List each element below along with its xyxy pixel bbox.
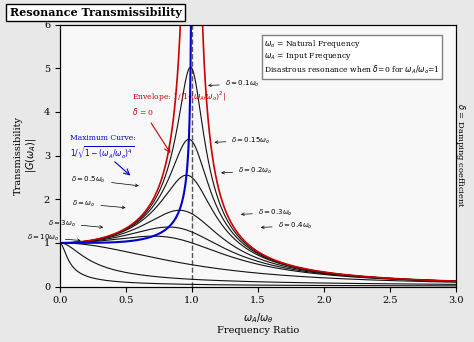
Text: $\delta = 0.4\omega_o$: $\delta = 0.4\omega_o$ <box>262 221 312 231</box>
Text: $\delta = 3\omega_o$: $\delta = 3\omega_o$ <box>48 219 102 229</box>
Text: $\omega_o$ = Natural Frequency
$\omega_A$ = Input Frequency
Disastrous resonance: $\omega_o$ = Natural Frequency $\omega_A… <box>264 38 440 76</box>
Text: Envelope: 1/|1-($\omega_A/\omega_o$)$^2$|
$\delta$ = 0: Envelope: 1/|1-($\omega_A/\omega_o$)$^2$… <box>132 90 227 117</box>
Text: $\delta = 10\omega_o$: $\delta = 10\omega_o$ <box>27 233 80 242</box>
Text: $\delta = 0.1\omega_o$: $\delta = 0.1\omega_o$ <box>209 79 259 89</box>
Text: Resonance Transmissibility: Resonance Transmissibility <box>9 7 182 18</box>
Text: $\delta = 0.5\omega_o$: $\delta = 0.5\omega_o$ <box>72 175 138 187</box>
Text: $\delta = \omega_o$: $\delta = \omega_o$ <box>72 199 125 209</box>
Text: Maximum Curve:
$1/\sqrt{1-(\omega_A/\omega_o)^4}$: Maximum Curve: $1/\sqrt{1-(\omega_A/\ome… <box>70 134 136 161</box>
Y-axis label: $\delta$ = Damping coefficient: $\delta$ = Damping coefficient <box>454 103 467 208</box>
Text: $\delta = 0.3\omega_o$: $\delta = 0.3\omega_o$ <box>242 208 292 218</box>
X-axis label: $\omega_A/\omega_\theta$
Frequency Ratio: $\omega_A/\omega_\theta$ Frequency Ratio <box>217 311 299 335</box>
Text: $\delta = 0.15\omega_o$: $\delta = 0.15\omega_o$ <box>215 135 271 146</box>
Text: $\delta = 0.2\omega_o$: $\delta = 0.2\omega_o$ <box>222 166 273 176</box>
Y-axis label: Transmissibility
$|G(\omega_A)|$: Transmissibility $|G(\omega_A)|$ <box>13 116 38 195</box>
